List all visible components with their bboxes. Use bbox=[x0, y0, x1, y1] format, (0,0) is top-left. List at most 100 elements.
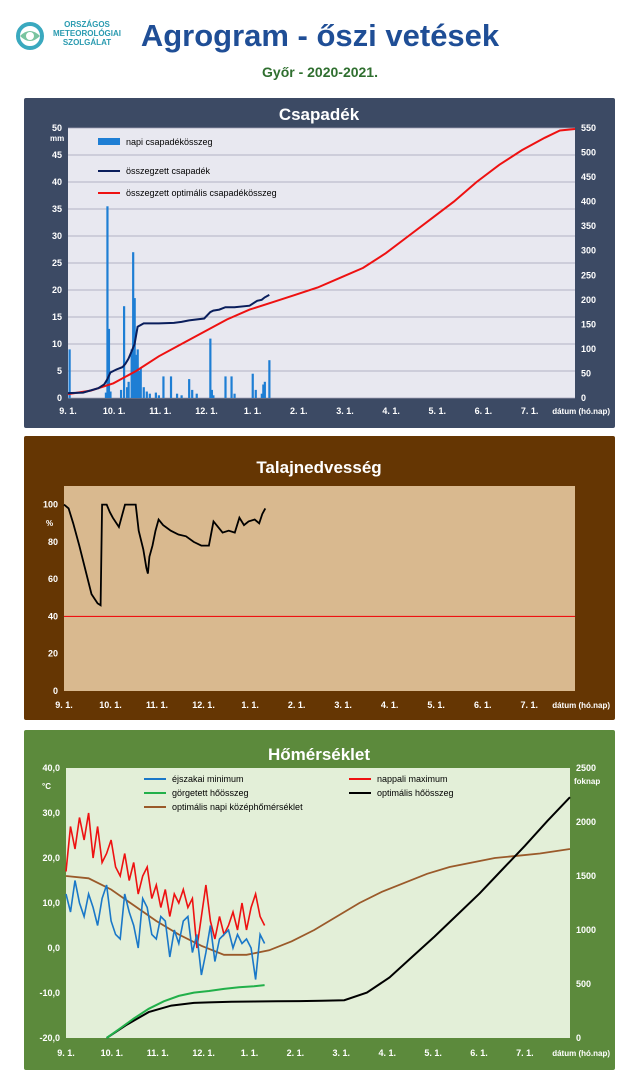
chart-title: Csapadék bbox=[279, 105, 360, 124]
y2-tick-label: 2000 bbox=[576, 817, 596, 827]
page-title: Agrogram - őszi vetések bbox=[140, 18, 500, 53]
plot-area bbox=[64, 486, 575, 691]
precip-x-label: dátum (hó.nap) bbox=[552, 407, 610, 416]
night-min-temp-line bbox=[65, 880, 266, 980]
daily-precip-bar bbox=[230, 376, 233, 398]
temp-x-tick: 12. 1. bbox=[192, 1048, 215, 1058]
daily-precip-bar bbox=[233, 393, 236, 398]
soil-x-tick: 4. 1. bbox=[381, 700, 399, 710]
daily-precip-bar bbox=[109, 391, 112, 398]
daily-precip-bar bbox=[268, 360, 271, 398]
legend-label-daily: napi csapadékösszeg bbox=[126, 137, 213, 147]
y2-tick-label: 200 bbox=[581, 295, 596, 305]
y-tick-label: 80 bbox=[48, 537, 58, 547]
temp-x-tick: 10. 1. bbox=[101, 1048, 124, 1058]
y-tick-label: 35 bbox=[52, 204, 62, 214]
optimal-cumulative-precip-line bbox=[67, 128, 576, 396]
daily-precip-bar bbox=[127, 381, 130, 398]
soil-x-tick: 1. 1. bbox=[241, 700, 259, 710]
daily-precip-bar bbox=[251, 373, 254, 398]
y2-tick-label: 0 bbox=[581, 393, 586, 403]
soil-moisture-line bbox=[63, 503, 267, 607]
temp-x-tick: 7. 1. bbox=[516, 1048, 534, 1058]
precip-x-tick: 11. 1. bbox=[149, 406, 171, 416]
y-axis-label: mm bbox=[50, 134, 64, 143]
daily-precip-bar bbox=[191, 389, 194, 398]
legend-label-1: nappali maximum bbox=[377, 774, 448, 784]
legend-swatch-daily bbox=[98, 138, 120, 145]
y-tick-label: 30 bbox=[52, 231, 62, 241]
precip-x-tick: 1. 1. bbox=[244, 406, 262, 416]
temp-x-tick: 2. 1. bbox=[287, 1048, 305, 1058]
precip-panel: Csapadék 0 5 10 15 20 25 30 35 40 45 50 0 50 100 150 200… bbox=[24, 98, 615, 428]
y2-tick-label: 300 bbox=[581, 246, 596, 256]
y-tick-label: 20 bbox=[52, 285, 62, 295]
y2-tick-label: 2500 bbox=[576, 763, 596, 773]
daily-precip-bar bbox=[104, 392, 108, 398]
logo-line-2: METEOROLÓGIAI bbox=[53, 29, 121, 38]
precip-x-tick: 7. 1. bbox=[521, 406, 539, 416]
precip-x-tick: 4. 1. bbox=[382, 406, 400, 416]
y-tick-label: 20,0 bbox=[42, 853, 60, 863]
y-tick-label: 15 bbox=[52, 312, 62, 322]
optimal-heat-sum-line bbox=[106, 796, 571, 1039]
rolling-heat-sum-line bbox=[106, 984, 265, 1039]
y-tick-label: 20 bbox=[48, 649, 58, 659]
chart-title: Talajnedvesség bbox=[256, 458, 381, 477]
precip-x-tick: 9. 1. bbox=[59, 406, 77, 416]
precip-x-tick: 12. 1. bbox=[195, 406, 218, 416]
y2-tick-label: 400 bbox=[581, 197, 596, 207]
daily-precip-bar bbox=[195, 393, 198, 398]
y-tick-label: 10 bbox=[52, 339, 62, 349]
precip-x-tick: 5. 1. bbox=[429, 406, 447, 416]
daily-precip-bar bbox=[138, 371, 141, 398]
precip-x-tick: 2. 1. bbox=[290, 406, 308, 416]
temp-x-tick: 1. 1. bbox=[241, 1048, 259, 1058]
page-subtitle: Győr - 2020-2021. bbox=[262, 64, 378, 80]
daily-precip-bar bbox=[188, 379, 191, 398]
y2-tick-label: 500 bbox=[581, 148, 596, 158]
y-tick-label: 10,0 bbox=[42, 898, 60, 908]
daily-precip-bar bbox=[132, 252, 135, 398]
y-tick-label: 50 bbox=[52, 123, 62, 133]
legend-label-optimal: összegzett optimális csapadékösszeg bbox=[126, 188, 277, 198]
y2-tick-label: 500 bbox=[576, 979, 591, 989]
soil-panel: Talajnedvesség 0 20 40 60 80 100% 9. 1. 10. 1. 11… bbox=[24, 436, 615, 720]
soil-x-tick: 11. 1. bbox=[146, 700, 168, 710]
daily-precip-bar bbox=[142, 387, 145, 398]
temp-x-tick: 5. 1. bbox=[424, 1048, 442, 1058]
y2-tick-label: 1500 bbox=[576, 871, 596, 881]
soil-x-tick: 9. 1. bbox=[55, 700, 73, 710]
legend-label-0: éjszakai minimum bbox=[172, 774, 244, 784]
soil-x-tick: 2. 1. bbox=[288, 700, 306, 710]
daily-precip-bar bbox=[126, 387, 129, 398]
temp-x-tick: 6. 1. bbox=[470, 1048, 488, 1058]
y2-tick-label: 450 bbox=[581, 172, 596, 182]
soil-x-tick: 6. 1. bbox=[474, 700, 492, 710]
y-tick-label: 100 bbox=[43, 500, 58, 510]
legend-label-3: optimális hőösszeg bbox=[377, 788, 454, 798]
plot-area bbox=[66, 768, 570, 1038]
temp-x-tick: 4. 1. bbox=[378, 1048, 396, 1058]
day-max-temp-line bbox=[65, 812, 266, 949]
daily-precip-bar bbox=[154, 392, 157, 398]
daily-precip-bar bbox=[157, 395, 161, 398]
y-tick-label: 30,0 bbox=[42, 808, 60, 818]
y-tick-label: 45 bbox=[52, 150, 62, 160]
soil-chart: Talajnedvesség 0 20 40 60 80 100% 9. 1. 10. 1. 11… bbox=[43, 458, 610, 710]
logo-line-3: SZOLGÁLAT bbox=[62, 38, 112, 47]
temp-chart: Hőmérséklet -20,0 -10,0 0,0 10,0 20,0 30,0 40,0… bbox=[39, 745, 610, 1058]
chart-title: Hőmérséklet bbox=[268, 745, 370, 764]
daily-precip-bar bbox=[212, 395, 215, 398]
y2-tick-label: 0 bbox=[576, 1033, 581, 1043]
y-axis-label: °C bbox=[42, 782, 51, 791]
y2-tick-label: 150 bbox=[581, 319, 596, 329]
daily-precip-bar bbox=[260, 393, 263, 398]
soil-x-tick: 5. 1. bbox=[427, 700, 445, 710]
daily-precip-bar bbox=[139, 368, 142, 398]
temp-x-tick: 3. 1. bbox=[333, 1048, 351, 1058]
daily-precip-bar bbox=[133, 298, 136, 398]
y-tick-label: -10,0 bbox=[39, 988, 60, 998]
daily-precip-bar bbox=[254, 389, 257, 398]
daily-precip-bar bbox=[119, 389, 123, 398]
